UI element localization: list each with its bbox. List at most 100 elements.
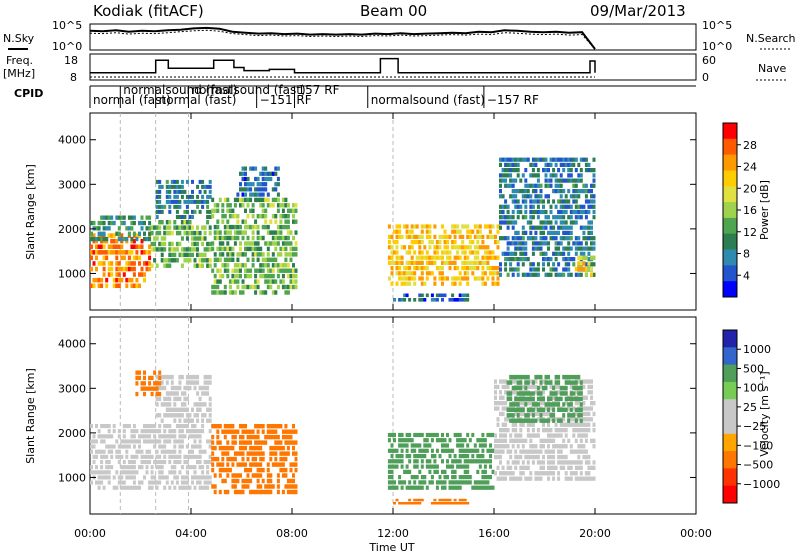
velocity-cell-2-31-0 bbox=[289, 489, 293, 495]
velocity-cell-0-15-0 bbox=[127, 485, 131, 490]
power-cell-8-5-2 bbox=[587, 261, 591, 266]
power-cell-4-4-16 bbox=[221, 203, 225, 208]
power-cell-6-36-1 bbox=[478, 276, 482, 281]
velocity-cell-0-43-11 bbox=[198, 429, 202, 434]
power-cell-7-32-0 bbox=[579, 272, 583, 277]
power-cell-4-33-13 bbox=[294, 219, 298, 224]
velocity-cell-6-14-2 bbox=[542, 407, 545, 412]
power-cell-6-40-3 bbox=[488, 266, 492, 271]
power-cell-0-16-3 bbox=[130, 266, 134, 272]
velocity-cell-5-20-7 bbox=[544, 438, 548, 443]
power-cell-7-1-18 bbox=[501, 178, 505, 183]
power-cell-7-31-0 bbox=[577, 272, 581, 277]
power-cell-6-32-3 bbox=[468, 266, 472, 271]
velocity-cell-0-23-5 bbox=[148, 460, 152, 465]
velocity-cell-5-39-9 bbox=[592, 428, 596, 433]
power-cell-2-12-3 bbox=[180, 247, 184, 252]
velocity-cell-6-28-6 bbox=[577, 385, 581, 391]
velocity-cell-5-21-10 bbox=[547, 422, 550, 427]
power-cell-3-8-5 bbox=[175, 189, 179, 194]
power-cell-7-32-9 bbox=[579, 225, 583, 230]
velocity-cell-4-25-5 bbox=[451, 459, 455, 464]
velocity-cell-4-1-3 bbox=[390, 469, 394, 474]
power-colorbar-label-3: 16 bbox=[743, 204, 757, 217]
velocity-cell-3-6-1 bbox=[150, 386, 154, 391]
velocity-cell-0-43-2 bbox=[198, 475, 202, 480]
velocity-cell-4-24-7 bbox=[448, 448, 452, 453]
power-cell-3-16-4 bbox=[196, 194, 200, 199]
velocity-cell-0-37-6 bbox=[183, 454, 187, 459]
velocity-cell-6-17-5 bbox=[549, 391, 553, 396]
velocity-cell-0-41-11 bbox=[193, 429, 197, 434]
velocity-cell-6-13-7 bbox=[539, 380, 543, 385]
power-cell-7-4-3 bbox=[509, 257, 513, 262]
power-cell-6-20-1 bbox=[438, 276, 442, 281]
velocity-cell-1-10-3 bbox=[180, 402, 184, 407]
power-cell-4-12-1 bbox=[241, 284, 245, 290]
velocity-cell-4-8-9 bbox=[408, 438, 412, 443]
velocity-cell-5-3-6 bbox=[501, 444, 505, 449]
velocity-cell-0-39-0 bbox=[188, 485, 192, 490]
velocity-cell-2-18-8 bbox=[256, 445, 260, 451]
velocity-cell-0-24-3 bbox=[150, 470, 154, 475]
velocity-cell-5-23-6 bbox=[552, 444, 556, 449]
power-cell-1-4-1 bbox=[100, 231, 104, 236]
power-cell-7-6-14 bbox=[514, 199, 518, 204]
power-cell-7-22-10 bbox=[554, 220, 558, 225]
power-cell-4-4-13 bbox=[221, 219, 225, 224]
power-cell-4-18-12 bbox=[256, 224, 260, 230]
power-cell-5-12-0 bbox=[266, 192, 270, 197]
power-cell-6-9-9 bbox=[410, 234, 414, 239]
power-cell-7-35-10 bbox=[587, 220, 591, 225]
velocity-cell-7-17-0 bbox=[435, 502, 439, 505]
power-cell-4-10-4 bbox=[236, 268, 240, 273]
power-cell-7-29-16 bbox=[572, 189, 576, 194]
velocity-cell-7-18-1 bbox=[438, 498, 442, 502]
velocity-cell-6-1-5 bbox=[509, 391, 513, 396]
velocity-cell-5-25-9 bbox=[557, 428, 561, 433]
velocity-cell-7-16-0 bbox=[433, 502, 437, 505]
power-cell-6-34-3 bbox=[473, 266, 477, 271]
power-cell-4-13-5 bbox=[244, 263, 247, 268]
velocity-cell-4-7-10 bbox=[405, 432, 409, 438]
power-cell-2-15-3 bbox=[188, 247, 192, 252]
power-cell-6-10-0 bbox=[413, 281, 417, 286]
power-cell-7-5-4 bbox=[511, 251, 515, 256]
velocity-cell-4-25-7 bbox=[451, 448, 455, 453]
power-cell-6-1-0 bbox=[390, 281, 394, 286]
velocity-cell-6-27-7 bbox=[574, 380, 578, 385]
velocity-cell-2-6-0 bbox=[226, 489, 230, 495]
velocity-cell-1-17-6 bbox=[198, 385, 202, 391]
power-cell-4-16-12 bbox=[251, 224, 255, 230]
power-cell-2-5-3 bbox=[163, 247, 167, 252]
velocity-cell-2-16-10 bbox=[251, 434, 255, 440]
velocity-cell-0-18-6 bbox=[135, 454, 139, 459]
velocity-cell-7-16-1 bbox=[433, 498, 437, 502]
power-cell-7-34-17 bbox=[584, 183, 588, 188]
velocity-cell-4-26-3 bbox=[453, 469, 457, 474]
velocity-cell-4-5-10 bbox=[400, 432, 404, 438]
power-cell-6-0-11 bbox=[387, 224, 391, 229]
velocity-cell-5-4-13 bbox=[504, 406, 508, 411]
power-cell-4-19-0 bbox=[259, 290, 263, 295]
velocity-cell-5-0-14 bbox=[494, 401, 497, 406]
velocity-cell-1-6-8 bbox=[170, 374, 174, 380]
power-cell-2-14-6 bbox=[185, 230, 189, 236]
velocity-cell-0-9-0 bbox=[112, 485, 116, 490]
velocity-cell-4-29-2 bbox=[461, 475, 465, 480]
power-cell-0-11-2 bbox=[117, 272, 121, 277]
velocity-cell-5-3-1 bbox=[501, 471, 505, 476]
velocity-cell-4-29-8 bbox=[461, 443, 465, 448]
velocity-cell-7-29-0 bbox=[466, 502, 470, 505]
power-cell-4-3-10 bbox=[218, 235, 222, 241]
power-cell-2-3-4 bbox=[158, 241, 162, 247]
power-cell-0-23-5 bbox=[148, 255, 152, 261]
velocity-cell-7-11-1 bbox=[420, 498, 424, 502]
power-cell-4-16-11 bbox=[251, 230, 255, 235]
power-cell-7-17-4 bbox=[542, 251, 545, 256]
power-cell-6-8-9 bbox=[408, 234, 412, 239]
velocity-cell-2-14-11 bbox=[246, 429, 250, 434]
power-cell-0-15-6 bbox=[127, 250, 131, 255]
velocity-cell-0-39-10 bbox=[188, 434, 192, 439]
power-cell-0-12-7 bbox=[120, 244, 124, 249]
